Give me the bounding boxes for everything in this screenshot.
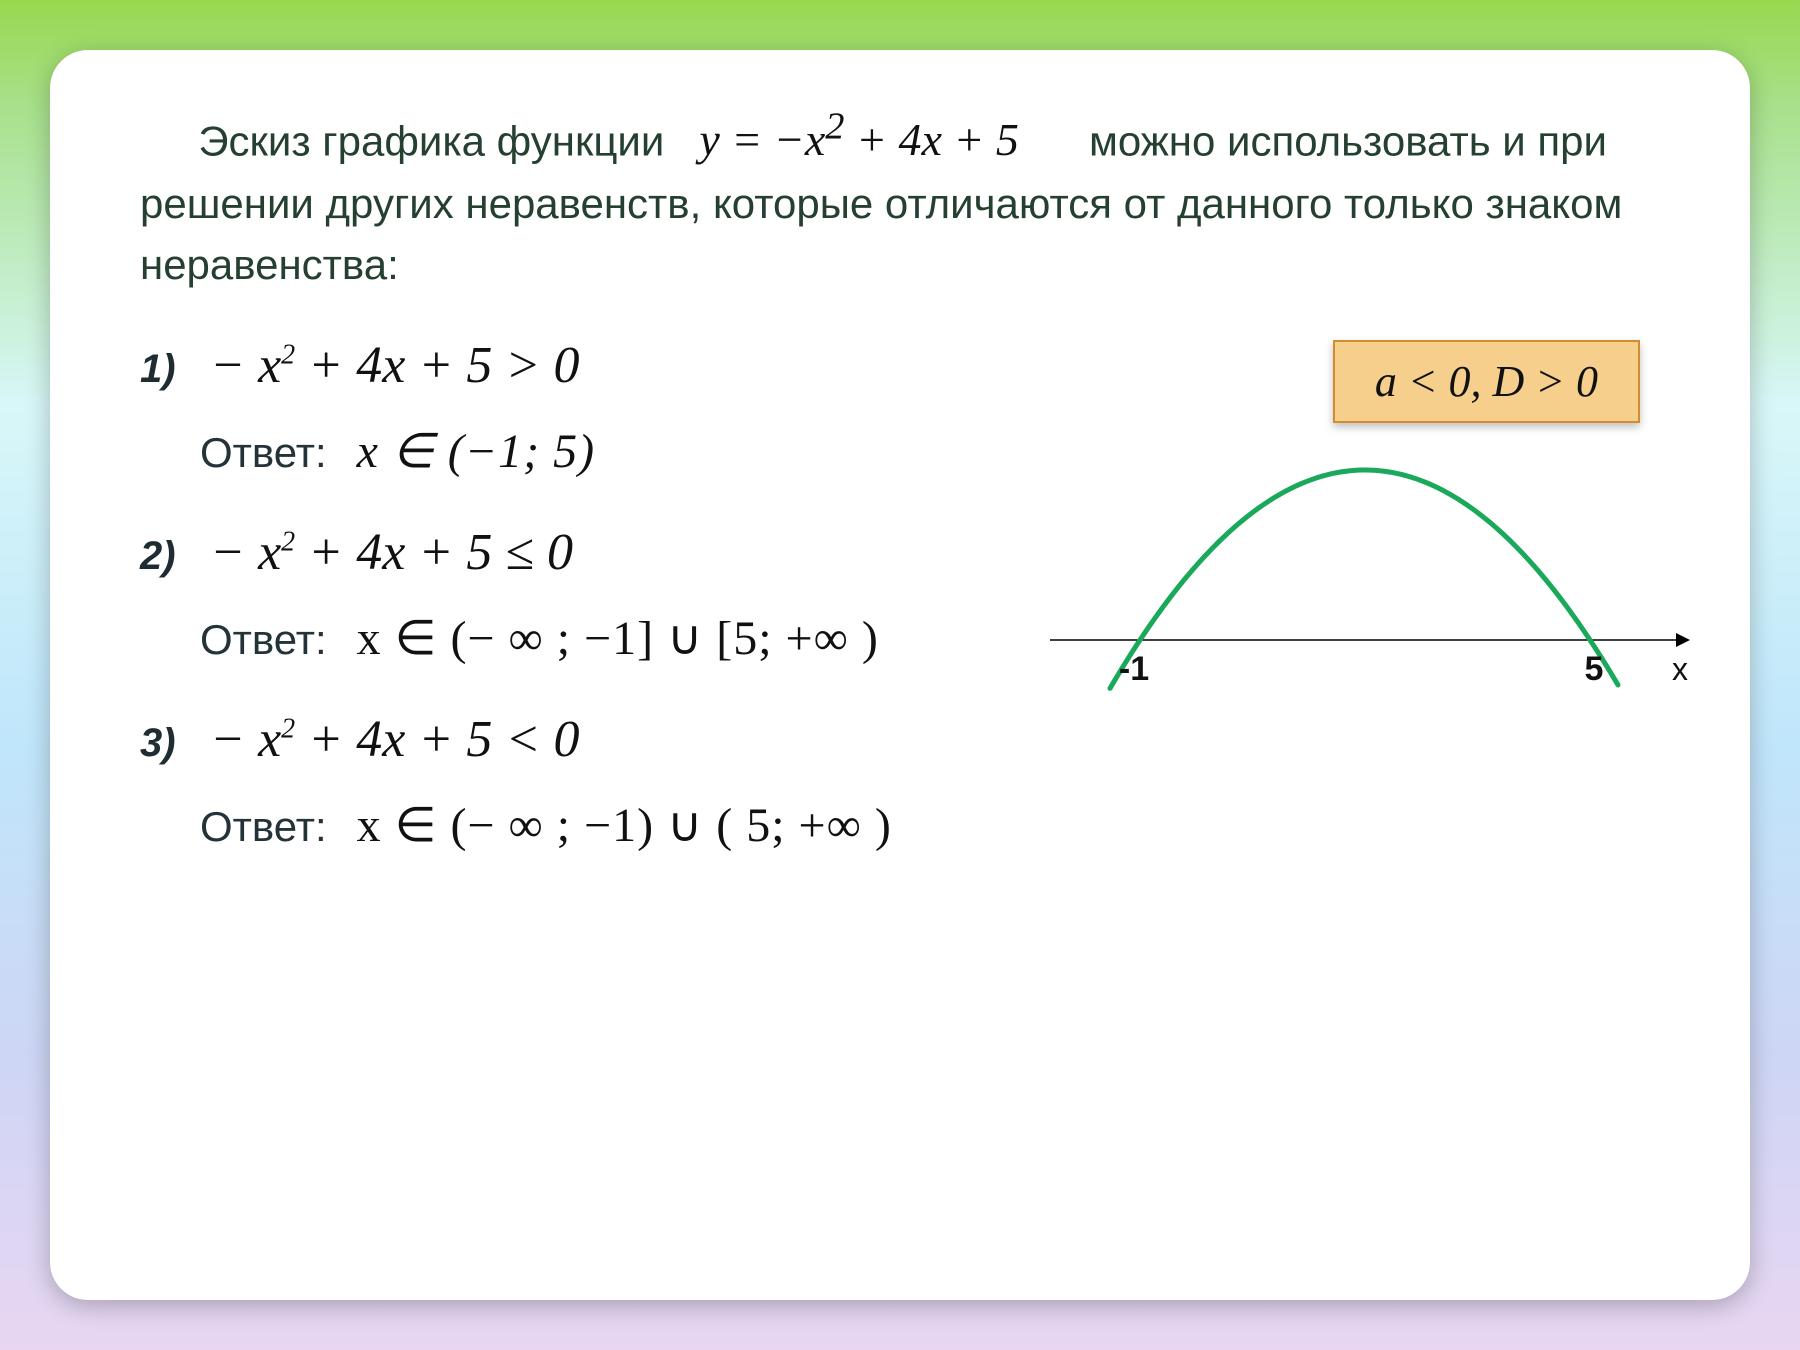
problem-expression: − x2 + 4x + 5 ≤ 0 <box>210 523 573 582</box>
svg-text:5: 5 <box>1585 650 1604 688</box>
problem-number: 3) <box>140 721 210 766</box>
parabola-graph: -1 5 х <box>1050 440 1690 740</box>
background-gradient: Эскиз графика функции y = −x2 + 4x + 5 м… <box>0 0 1800 1350</box>
problem-expression: − x2 + 4x + 5 > 0 <box>210 336 580 395</box>
intro-text: Эскиз графика функции y = −x2 + 4x + 5 м… <box>140 100 1680 296</box>
problem-number: 1) <box>140 347 210 392</box>
intro-prefix: Эскиз графика функции <box>198 117 664 164</box>
answer-value: x ∈ (− ∞ ; −1] ∪ [5; +∞ ) <box>357 610 879 666</box>
svg-text:-1: -1 <box>1119 650 1149 688</box>
answer-label: Ответ: <box>200 803 327 851</box>
condition-box: a < 0, D > 0 <box>1333 340 1640 423</box>
problem-number: 2) <box>140 534 210 579</box>
answer-value: x ∈ (−1; 5) <box>357 423 595 479</box>
answer-value: x ∈ (− ∞ ; −1) ∪ ( 5; +∞ ) <box>357 797 892 853</box>
answer-label: Ответ: <box>200 429 327 477</box>
answer-row: Ответ: x ∈ (− ∞ ; −1) ∪ ( 5; +∞ ) <box>200 797 1680 853</box>
problem-expression: − x2 + 4x + 5 < 0 <box>210 710 580 769</box>
intro-formula: y = −x2 + 4x + 5 <box>699 114 1019 165</box>
answer-label: Ответ: <box>200 616 327 664</box>
svg-text:х: х <box>1672 651 1688 687</box>
content-card: Эскиз графика функции y = −x2 + 4x + 5 м… <box>50 50 1750 1300</box>
